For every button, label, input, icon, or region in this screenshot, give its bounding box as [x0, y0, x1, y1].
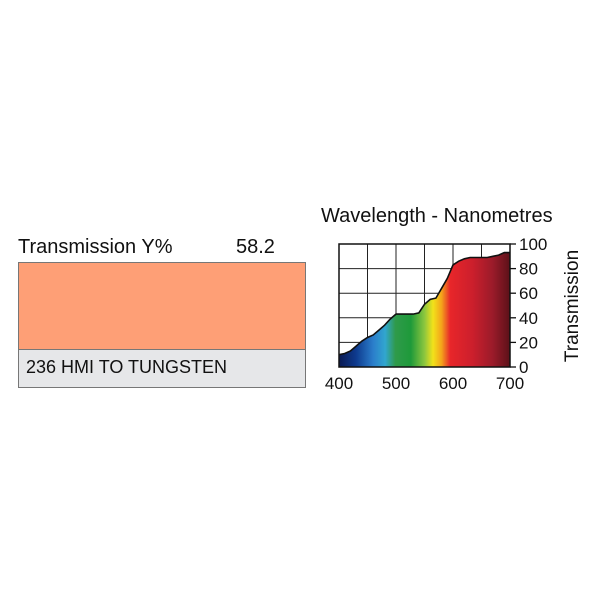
- y-tick-label: 0: [519, 358, 528, 377]
- y-tick-label: 40: [519, 309, 538, 328]
- x-tick-label: 400: [325, 374, 353, 393]
- x-tick-label: 500: [382, 374, 410, 393]
- transmission-value: 58.2: [236, 236, 275, 258]
- transmission-curve: [338, 251, 510, 356]
- y-tick-label: 20: [519, 333, 538, 352]
- color-swatch: [18, 262, 306, 350]
- y-tick-label: 100: [519, 235, 547, 254]
- chart-title: Wavelength - Nanometres: [321, 205, 553, 227]
- y-tick-label: 80: [519, 260, 538, 279]
- x-tick-label: 700: [496, 374, 524, 393]
- x-tick-label: 600: [439, 374, 467, 393]
- y-tick-label: 60: [519, 284, 538, 303]
- plot-frame: [338, 243, 511, 368]
- transmission-area: [339, 252, 510, 367]
- filter-name: 236 HMI TO TUNGSTEN: [18, 350, 306, 388]
- y-axis-label: Transmission: [562, 250, 583, 362]
- transmission-label: Transmission Y%: [18, 236, 173, 258]
